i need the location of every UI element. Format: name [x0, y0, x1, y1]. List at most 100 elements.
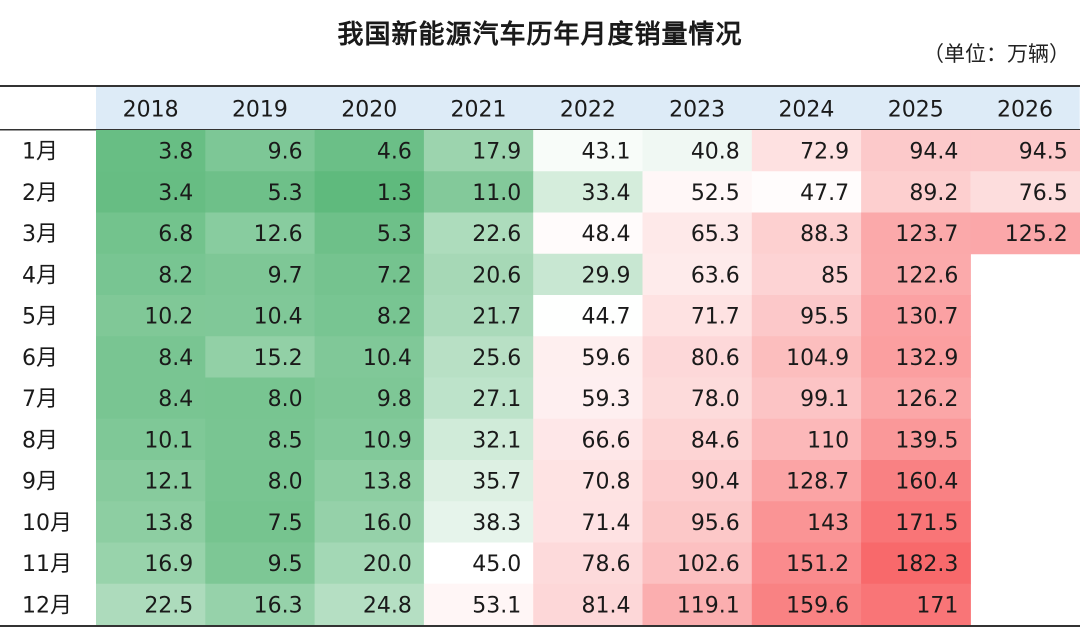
- heatmap-cell: [205, 130, 316, 172]
- heatmap-cell: [861, 253, 971, 296]
- cell-value: 48.4: [582, 222, 631, 247]
- cell-value: 16.3: [254, 593, 303, 618]
- cell-value: 71.7: [691, 305, 740, 330]
- heatmap-cell: [751, 212, 862, 255]
- heatmap-cell: [96, 377, 206, 420]
- heatmap-cell: [96, 253, 206, 296]
- cell-value: 8.2: [377, 305, 412, 330]
- heatmap-cell: [314, 501, 425, 543]
- cell-value: 5.3: [268, 181, 303, 206]
- heatmap-cell: [314, 418, 425, 461]
- heatmap-cell: [423, 377, 534, 420]
- row-label: 9月: [22, 470, 58, 495]
- heatmap-cell: [970, 171, 1080, 213]
- heatmap-cell: [751, 418, 862, 461]
- heatmap-cell: [642, 171, 753, 213]
- heatmap-cell: [751, 377, 862, 420]
- cell-value: 78.0: [691, 387, 740, 412]
- cell-value: 27.1: [472, 387, 521, 412]
- heatmap-cell: [314, 542, 425, 585]
- cell-value: 52.5: [691, 181, 740, 206]
- cell-value: 16.0: [363, 511, 412, 536]
- heatmap-cell: [96, 295, 206, 337]
- cell-value: 95.5: [800, 305, 849, 330]
- cell-value: 71.4: [582, 511, 631, 536]
- row-label: 3月: [22, 222, 58, 247]
- cell-value: 24.8: [363, 593, 412, 618]
- heatmap-cell: [751, 583, 862, 625]
- cell-value: 171: [916, 593, 958, 618]
- cell-value: 12.1: [144, 470, 193, 495]
- cell-value: 89.2: [909, 181, 958, 206]
- heatmap-cell: [533, 542, 643, 585]
- row-label: 6月: [22, 346, 58, 371]
- cell-value: 8.0: [268, 387, 303, 412]
- cell-value: 29.9: [582, 263, 631, 288]
- heatmap-cell: [423, 336, 534, 378]
- heatmap-cell: [96, 583, 206, 625]
- heatmap-cell: [423, 418, 534, 461]
- cell-value: 10.2: [144, 305, 193, 330]
- cell-value: 8.5: [268, 428, 303, 453]
- cell-value: 9.8: [377, 387, 412, 412]
- row-label: 5月: [22, 305, 58, 330]
- heatmap-cell: [751, 501, 862, 543]
- cell-value: 139.5: [895, 428, 958, 453]
- cell-value: 3.8: [158, 140, 193, 165]
- cell-value: 40.8: [691, 140, 740, 165]
- heatmap-cell: [314, 336, 425, 378]
- cell-value: 22.6: [472, 222, 521, 247]
- cell-value: 151.2: [786, 552, 849, 577]
- heatmap-cell: [642, 336, 753, 378]
- column-header: 2020: [341, 98, 397, 123]
- heatmap-cell: [314, 212, 425, 255]
- cell-value: 95.6: [691, 511, 740, 536]
- cell-value: 81.4: [582, 593, 631, 618]
- row-label: 8月: [22, 428, 58, 453]
- table-bottom-rule: [0, 625, 1080, 627]
- cell-value: 85: [821, 263, 849, 288]
- heatmap-cell: [314, 253, 425, 296]
- cell-value: 10.4: [363, 346, 412, 371]
- heatmap-cell: [533, 418, 643, 461]
- table-top-rule: [0, 85, 1080, 87]
- cell-value: 32.1: [472, 428, 521, 453]
- heatmap-cell: [423, 583, 534, 625]
- cell-value: 21.7: [472, 305, 521, 330]
- row-label: 10月: [22, 511, 72, 536]
- heatmap-cell: [533, 295, 643, 337]
- heatmap-cell: [205, 171, 316, 213]
- heatmap-cell: [205, 418, 316, 461]
- cell-value: 72.9: [800, 140, 849, 165]
- cell-value: 5.3: [377, 222, 412, 247]
- cell-value: 13.8: [363, 470, 412, 495]
- heatmap-cell: [861, 171, 971, 213]
- cell-value: 94.5: [1019, 140, 1068, 165]
- cell-value: 22.5: [144, 593, 193, 618]
- row-label: 11月: [22, 552, 72, 577]
- heatmap-cell: [751, 542, 862, 585]
- column-header: 2018: [123, 98, 179, 123]
- cell-value: 43.1: [582, 140, 631, 165]
- heatmap-cell: [423, 460, 534, 502]
- cell-value: 47.7: [800, 181, 849, 206]
- cell-value: 8.2: [158, 263, 193, 288]
- heatmap-cell: [96, 336, 206, 378]
- cell-value: 10.1: [144, 428, 193, 453]
- heatmap-cell: [314, 295, 425, 337]
- chart-title: 我国新能源汽车历年月度销量情况: [337, 20, 743, 50]
- cell-value: 88.3: [800, 222, 849, 247]
- row-label: 4月: [22, 263, 58, 288]
- heatmap-cell: [96, 542, 206, 585]
- cell-value: 102.6: [677, 552, 740, 577]
- heatmap-cell: [423, 253, 534, 296]
- heatmap-cell: [861, 542, 971, 585]
- cell-value: 159.6: [786, 593, 849, 618]
- cell-value: 122.6: [895, 263, 958, 288]
- heatmap-cell: [96, 501, 206, 543]
- cell-value: 53.1: [472, 593, 521, 618]
- cell-value: 182.3: [895, 552, 958, 577]
- heatmap-cell: [423, 295, 534, 337]
- heatmap-cell: [533, 171, 643, 213]
- heatmap-cell: [96, 212, 206, 255]
